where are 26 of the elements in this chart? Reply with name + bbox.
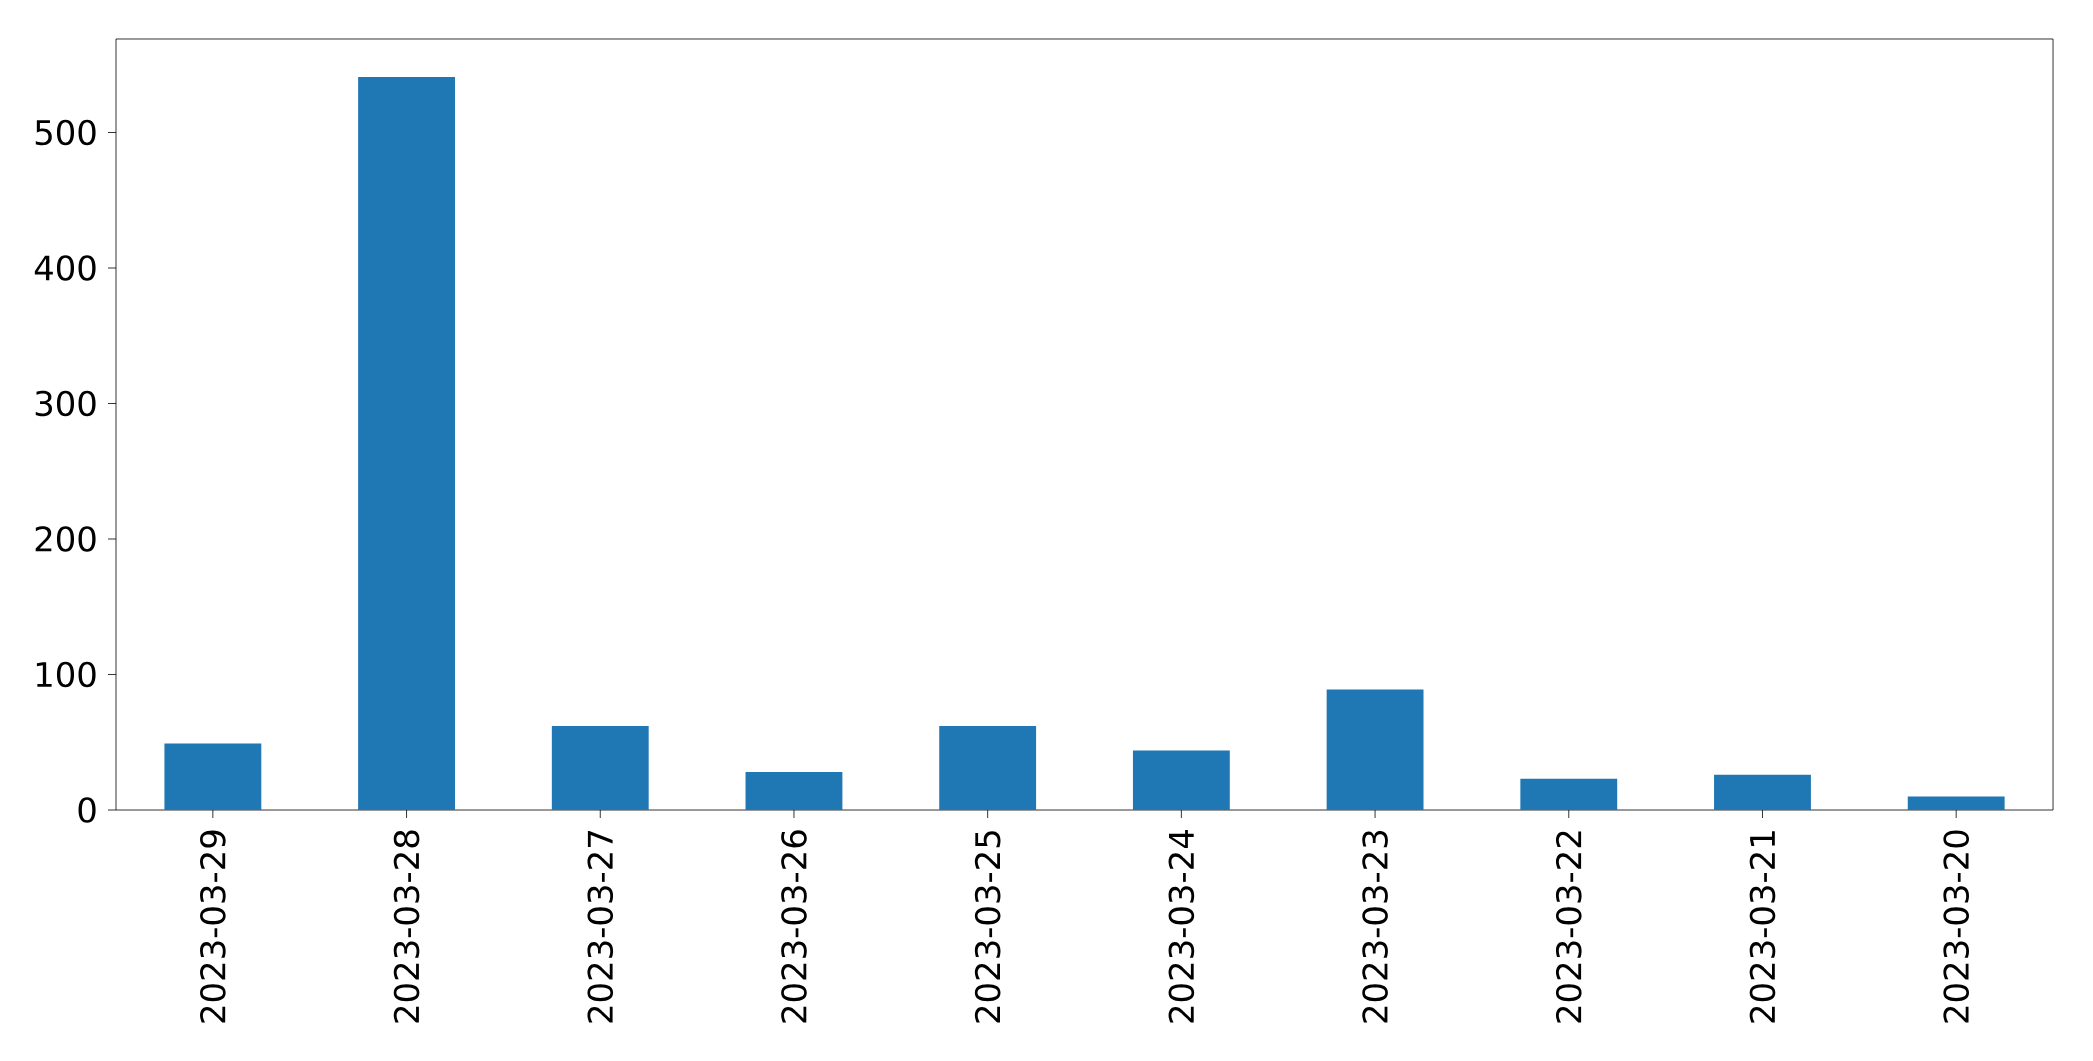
bar	[358, 76, 455, 810]
x-tick-label: 2023-03-25	[974, 831, 1001, 1023]
bar	[1326, 689, 1424, 810]
bar	[551, 725, 649, 810]
y-tick-label: 300	[35, 390, 96, 417]
y-tick-label: 200	[35, 526, 96, 552]
x-tick-label: 2023-03-23	[1362, 830, 1388, 1023]
y-tick-label: 0	[78, 797, 96, 823]
x-tick-label: 2023-03-20	[1943, 830, 1969, 1023]
y-tick-label: 400	[34, 255, 96, 281]
bar	[1520, 778, 1618, 810]
bar	[745, 772, 843, 810]
bar	[1907, 796, 2005, 810]
x-tick-label: 2023-03-21	[1749, 831, 1776, 1023]
x-tick-label: 2023-03-26	[781, 830, 807, 1023]
x-tick-label: 2023-03-29	[200, 830, 226, 1023]
x-tick-label: 2023-03-24	[1168, 830, 1195, 1023]
y-tick-label: 500	[35, 119, 96, 146]
y-tick-label: 100	[36, 661, 96, 688]
bar	[939, 725, 1037, 810]
bar	[1714, 774, 1811, 810]
x-tick-label: 2023-03-22	[1555, 831, 1582, 1023]
bar	[164, 743, 262, 810]
x-tick-label: 2023-03-27	[587, 831, 614, 1023]
bar	[1132, 750, 1230, 810]
x-tick-label: 2023-03-28	[393, 830, 420, 1023]
